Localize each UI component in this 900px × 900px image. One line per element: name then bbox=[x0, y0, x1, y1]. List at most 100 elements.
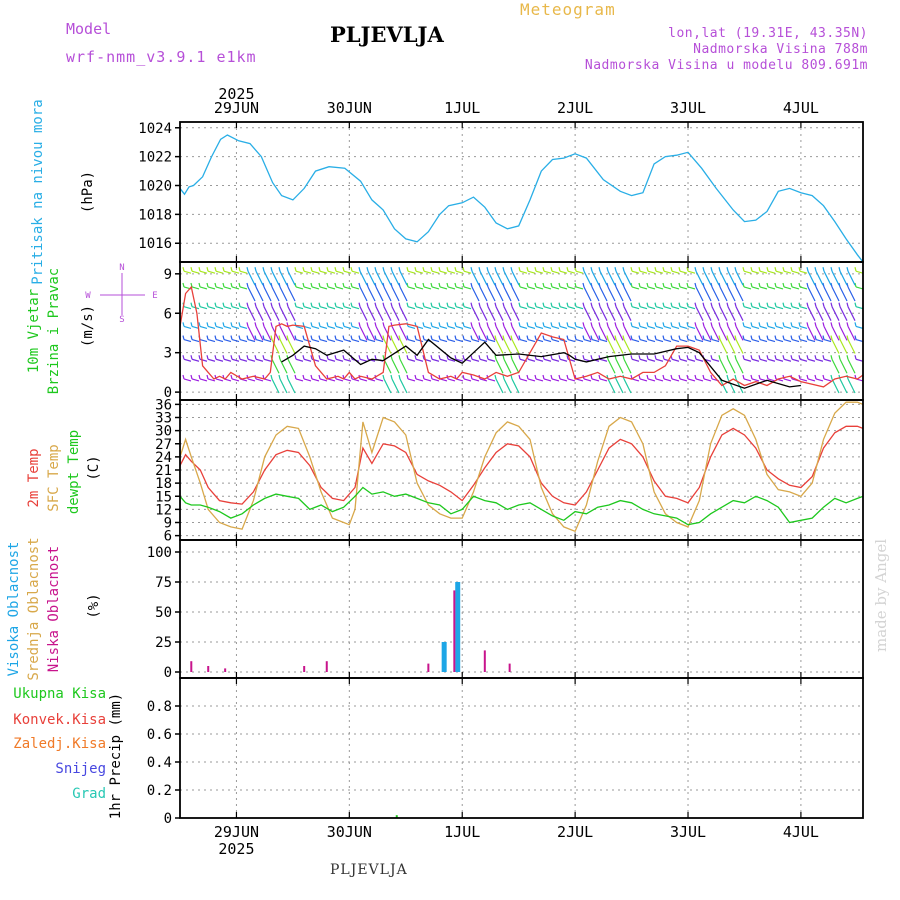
wind-barb bbox=[343, 325, 352, 329]
wind-barb bbox=[782, 282, 785, 288]
wind-barb bbox=[454, 322, 457, 327]
precip-legend-2: Zaledj.Kisa bbox=[13, 736, 106, 752]
wind-barb bbox=[311, 378, 320, 382]
wind-barb bbox=[823, 306, 832, 321]
wind-barb bbox=[815, 338, 824, 343]
wind-barb bbox=[462, 267, 465, 272]
wind-barb bbox=[638, 282, 641, 288]
y-tick-label: 0.2 bbox=[147, 783, 172, 799]
wind-barb bbox=[655, 325, 664, 329]
wind-barb bbox=[766, 355, 769, 360]
wind-barb bbox=[622, 302, 625, 307]
wind-barb bbox=[847, 326, 856, 341]
wind-barb bbox=[366, 302, 369, 307]
wind-barb bbox=[710, 322, 713, 327]
wind-barb bbox=[294, 374, 297, 380]
wind-barb bbox=[246, 335, 249, 340]
wind-barb bbox=[678, 355, 681, 360]
wind-barb bbox=[446, 302, 449, 307]
wind-barb bbox=[247, 270, 256, 286]
wind-barb bbox=[222, 335, 225, 340]
wind-barb bbox=[318, 282, 321, 288]
wind-barb bbox=[758, 355, 761, 360]
wind-barbs bbox=[182, 267, 863, 394]
wind-barb bbox=[566, 374, 569, 380]
wind-barb bbox=[790, 282, 793, 288]
wind-barb bbox=[479, 338, 488, 343]
wind-barb bbox=[806, 355, 809, 360]
wind-barb bbox=[734, 374, 737, 380]
wind-barb bbox=[727, 286, 736, 302]
wind-barb bbox=[407, 378, 416, 382]
series-line-1-0 bbox=[180, 285, 863, 388]
wind-barb bbox=[807, 378, 816, 382]
wind-barb bbox=[367, 338, 376, 343]
wind-barb bbox=[647, 378, 656, 382]
wind-barb bbox=[382, 322, 385, 327]
y-tick-label: 6 bbox=[164, 306, 172, 322]
wind-barb bbox=[503, 326, 512, 341]
wind-barb bbox=[710, 374, 713, 380]
wind-barb bbox=[710, 335, 713, 340]
ylabel-pressure: Pritisak na nivou mora bbox=[30, 99, 46, 284]
wind-barb bbox=[719, 326, 728, 341]
wind-barb bbox=[302, 335, 305, 340]
bar-3-0 bbox=[441, 642, 447, 672]
wind-barb bbox=[839, 326, 848, 341]
wind-barb bbox=[247, 378, 256, 382]
wind-barb bbox=[727, 339, 736, 354]
wind-barb bbox=[822, 374, 825, 380]
wind-barb bbox=[422, 355, 425, 360]
y-tick-label: 1016 bbox=[138, 236, 172, 252]
wind-barb bbox=[695, 358, 704, 362]
wind-barb bbox=[391, 286, 400, 302]
wind-barb bbox=[199, 306, 208, 310]
wind-barb bbox=[311, 338, 320, 343]
wind-barb bbox=[678, 335, 681, 340]
series-line-2-0 bbox=[180, 425, 863, 506]
wind-barb bbox=[527, 286, 536, 290]
wind-barb bbox=[430, 302, 433, 307]
wind-barb bbox=[727, 306, 736, 321]
wind-barb bbox=[407, 286, 416, 290]
wind-barb bbox=[791, 286, 800, 290]
wind-barb bbox=[294, 355, 297, 360]
wind-barb bbox=[839, 378, 848, 394]
wind-barb bbox=[583, 378, 592, 382]
wind-barb bbox=[406, 267, 409, 272]
wind-barb bbox=[742, 267, 745, 272]
wind-barb bbox=[486, 267, 489, 272]
wind-barb bbox=[743, 325, 752, 329]
wind-barb bbox=[543, 306, 552, 310]
wind-barb bbox=[814, 335, 817, 340]
wind-barb bbox=[191, 338, 200, 343]
wind-barb bbox=[239, 270, 248, 274]
wind-barb bbox=[591, 306, 600, 321]
wind-barb bbox=[278, 302, 281, 307]
wind-barb bbox=[566, 282, 569, 288]
wind-barb bbox=[215, 306, 224, 310]
wind-barb bbox=[614, 282, 617, 288]
wind-barb bbox=[526, 282, 529, 288]
wind-barb bbox=[558, 322, 561, 327]
wind-barb bbox=[415, 358, 424, 362]
wind-barb bbox=[430, 282, 433, 288]
wind-barb bbox=[815, 326, 824, 341]
wind-barb bbox=[263, 286, 272, 302]
wind-barb bbox=[623, 286, 632, 302]
wind-barb bbox=[375, 270, 384, 286]
wind-barb bbox=[446, 335, 449, 340]
wind-barb bbox=[654, 302, 657, 307]
wind-barb bbox=[502, 335, 505, 340]
wind-barb bbox=[846, 267, 849, 272]
wind-barb bbox=[543, 378, 552, 382]
wind-barb bbox=[263, 306, 272, 321]
wind-barb bbox=[654, 282, 657, 288]
wind-barb bbox=[671, 378, 680, 382]
wind-barb bbox=[782, 355, 785, 360]
wind-barb bbox=[599, 326, 608, 341]
wind-barb bbox=[463, 378, 472, 382]
wind-barb bbox=[287, 326, 296, 341]
wind-barb bbox=[375, 326, 384, 341]
wind-barb bbox=[278, 355, 281, 360]
